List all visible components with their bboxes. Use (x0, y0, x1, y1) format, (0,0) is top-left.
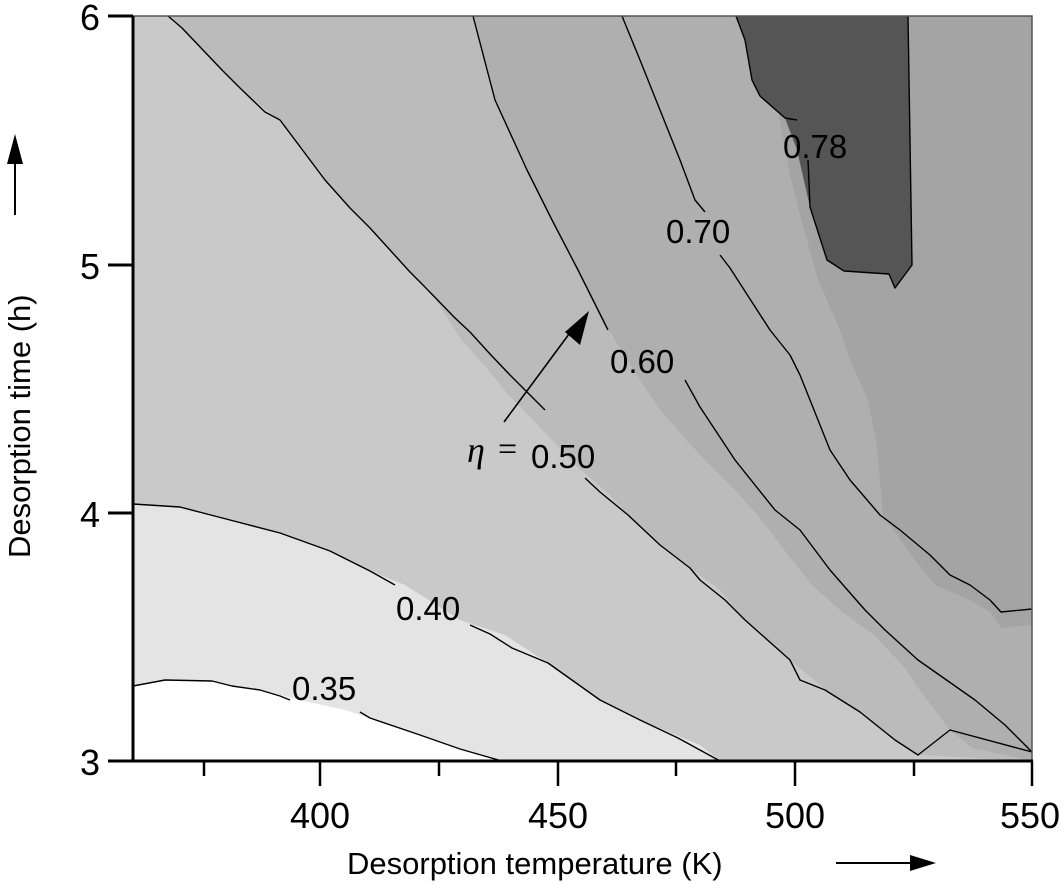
y-ticks (108, 14, 133, 763)
contour-line-0-35b (359, 711, 503, 761)
contour-line-0-78b (807, 16, 913, 289)
x-tick-label-450: 450 (528, 795, 588, 836)
y-tick-label-4: 4 (80, 494, 100, 535)
contour-label-0-50: 0.50 (531, 438, 595, 475)
contour-label-0-40: 0.40 (396, 590, 460, 627)
contour-label-0-78: 0.78 (783, 128, 847, 165)
contour-line-0-50 (167, 16, 546, 411)
contour-line-0-50b (584, 477, 1032, 756)
x-tick-label-500: 500 (765, 795, 825, 836)
y-tick-label-3: 3 (80, 742, 100, 783)
contour-line-0-60b (684, 379, 1032, 753)
contour-label-0-35: 0.35 (292, 670, 356, 707)
contour-line-0-78 (735, 16, 798, 121)
eta-symbol: η (467, 430, 485, 470)
x-tick-label-400: 400 (290, 795, 350, 836)
increase-arrow-icon (503, 311, 589, 423)
y-tick-label-5: 5 (80, 246, 100, 287)
contour-line-0-70 (621, 16, 706, 213)
contour-label-0-70: 0.70 (666, 213, 730, 250)
plot-area (133, 16, 1032, 761)
equals-sign: = (498, 431, 517, 468)
contour-line-0-40 (133, 503, 396, 586)
contour-line-0-40b (469, 624, 721, 761)
region-above-0-78 (736, 16, 912, 288)
y-axis-title: Desorption time (h) (2, 294, 37, 558)
x-axis-title: Desorption temperature (K) (347, 846, 723, 881)
contour-line-0-35 (133, 679, 291, 701)
contour-line-0-70b (719, 254, 1032, 613)
x-tick-label-550: 550 (1000, 795, 1060, 836)
contour-label-0-60: 0.60 (610, 343, 674, 380)
x-ticks (202, 761, 1034, 786)
x-axis-arrow-icon (836, 855, 936, 871)
y-tick-label-6: 6 (80, 0, 100, 38)
y-axis-arrow-icon (7, 134, 23, 215)
contour-line-0-60 (472, 16, 609, 331)
region-below-0-35 (133, 680, 502, 761)
